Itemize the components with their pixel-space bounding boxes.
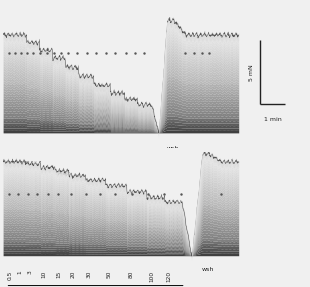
Text: 10: 10 bbox=[41, 148, 46, 156]
Text: 30: 30 bbox=[86, 271, 91, 278]
Text: 100: 100 bbox=[127, 148, 132, 160]
Text: wsh: wsh bbox=[202, 267, 214, 272]
Text: 30: 30 bbox=[80, 148, 85, 156]
Text: 0.5: 0.5 bbox=[8, 271, 13, 280]
Text: 10: 10 bbox=[42, 271, 47, 278]
Text: 120: 120 bbox=[140, 148, 144, 160]
Text: 3: 3 bbox=[28, 148, 33, 152]
Text: 5 mN: 5 mN bbox=[249, 64, 255, 81]
Text: wsh: wsh bbox=[166, 146, 179, 151]
Text: 3: 3 bbox=[28, 271, 33, 274]
Text: 100: 100 bbox=[149, 271, 154, 282]
Text: 50: 50 bbox=[107, 271, 112, 278]
Text: 0.5: 0.5 bbox=[9, 148, 14, 158]
Text: AqF (μg/ml): AqF (μg/ml) bbox=[58, 169, 99, 176]
Text: 50: 50 bbox=[96, 148, 101, 156]
Text: 80: 80 bbox=[113, 148, 117, 156]
Text: 15: 15 bbox=[54, 148, 59, 156]
Text: 15: 15 bbox=[56, 271, 61, 278]
Text: 1: 1 bbox=[17, 271, 22, 274]
Text: 80: 80 bbox=[129, 271, 134, 278]
Text: 20: 20 bbox=[65, 148, 70, 156]
Bar bbox=[3, 148, 239, 152]
Text: 120: 120 bbox=[167, 271, 172, 282]
Text: 20: 20 bbox=[70, 271, 75, 278]
Text: 1 min: 1 min bbox=[264, 117, 281, 122]
Bar bbox=[3, 11, 239, 17]
Text: 1: 1 bbox=[18, 148, 23, 152]
